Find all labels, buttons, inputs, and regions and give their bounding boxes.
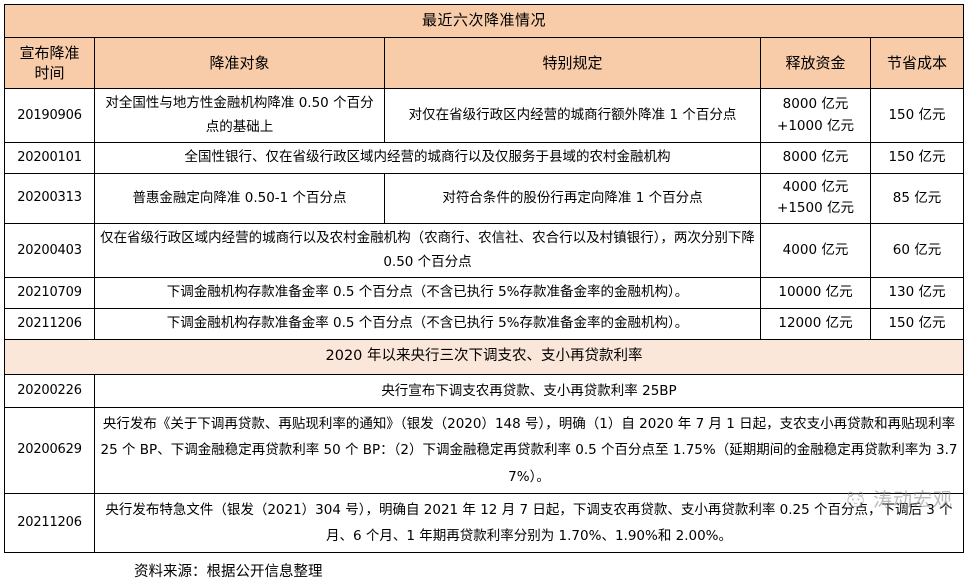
row-saving: 150 亿元 — [869, 87, 965, 144]
row-release: 12000 亿元 — [760, 307, 871, 340]
row-release: 8000 亿元 +1000 亿元 — [760, 87, 871, 144]
row-date: 20211206 — [4, 492, 95, 554]
column-header-target: 降准对象 — [94, 37, 385, 89]
row-release-line2: +1500 亿元 — [777, 200, 854, 217]
row-release: 4000 亿元 — [760, 223, 871, 279]
reserve-cut-table: 最近六次降准情况 宣布降准 时间 降准对象 特别规定 释放资金 节省成本 201… — [3, 4, 965, 554]
row-description: 央行宣布下调支农再贷款、支小再贷款利率 25BP — [93, 373, 965, 408]
table-row: 20210709 下调金融机构存款准备金率 0.5 个百分点（不含已执行 5%存… — [4, 277, 965, 309]
table-row: 20190906 对全国性与地方性金融机构降准 0.50 个百分点的基础上 对仅… — [4, 87, 965, 144]
table-title-row: 最近六次降准情况 — [3, 4, 965, 38]
row-date: 20210709 — [4, 277, 95, 309]
row-saving: 60 亿元 — [869, 223, 965, 279]
table-row: 20200101 全国性银行、仅在省级行政区域内经营的城商行以及仅服务于县域的农… — [4, 142, 965, 174]
column-header-date-line1: 宣布降准 — [19, 43, 80, 62]
row-date: 20211206 — [4, 307, 95, 340]
row-release-line2: +1000 亿元 — [777, 117, 854, 134]
row-release-line1: 4000 亿元 — [782, 178, 849, 195]
row-date: 20200313 — [4, 172, 95, 225]
row-target-special-merged: 仅在省级行政区域内经营的城商行以及农村金融机构（农商行、农信社、农合行以及村镇银… — [94, 223, 761, 279]
column-header-special: 特别规定 — [384, 37, 761, 89]
row-description: 央行发布《关于下调再贷款、再贴现利率的通知》（银发（2020）148 号），明确… — [93, 406, 965, 494]
column-header-date-line2: 时间 — [34, 64, 65, 82]
row-description: 央行发布特急文件（银发（2021）304 号），明确自 2021 年 12 月 … — [93, 492, 965, 554]
table-row: 20211206 下调金融机构存款准备金率 0.5 个百分点（不含已执行 5%存… — [4, 307, 965, 340]
row-saving: 130 亿元 — [869, 277, 965, 309]
table-row: 20200403 仅在省级行政区域内经营的城商行以及农村金融机构（农商行、农信社… — [4, 223, 965, 279]
column-header-date: 宣布降准 时间 — [4, 37, 95, 89]
page-root: 最近六次降准情况 宣布降准 时间 降准对象 特别规定 释放资金 节省成本 201… — [3, 4, 965, 580]
row-date: 20200403 — [4, 223, 95, 279]
row-target-special-merged: 下调金融机构存款准备金率 0.5 个百分点（不含已执行 5%存款准备金率的金融机… — [94, 307, 761, 340]
row-target-special-merged: 下调金融机构存款准备金率 0.5 个百分点（不含已执行 5%存款准备金率的金融机… — [94, 277, 761, 309]
row-release: 10000 亿元 — [760, 277, 871, 309]
section-title: 2020 年以来央行三次下调支农、支小再贷款利率 — [3, 338, 965, 375]
table-row: 20200226 央行宣布下调支农再贷款、支小再贷款利率 25BP — [4, 373, 965, 408]
section-title-row: 2020 年以来央行三次下调支农、支小再贷款利率 — [3, 338, 965, 375]
column-header-saving: 节省成本 — [869, 37, 965, 89]
row-target-special-merged: 全国性银行、仅在省级行政区域内经营的城商行以及仅服务于县域的农村金融机构 — [94, 142, 761, 174]
source-note: 资料来源：根据公开信息整理 — [134, 564, 323, 581]
row-target: 普惠金融定向降准 0.50-1 个百分点 — [94, 172, 385, 225]
row-special: 对符合条件的股份行再定向降准 1 个百分点 — [384, 172, 761, 225]
row-date: 20190906 — [4, 87, 95, 144]
table-row: 20200629 央行发布《关于下调再贷款、再贴现利率的通知》（银发（2020）… — [4, 406, 965, 494]
row-saving: 150 亿元 — [869, 142, 965, 174]
row-release: 8000 亿元 — [760, 142, 871, 174]
table-title: 最近六次降准情况 — [3, 4, 965, 38]
row-date: 20200629 — [4, 406, 95, 494]
row-saving: 150 亿元 — [869, 307, 965, 340]
row-target: 对全国性与地方性金融机构降准 0.50 个百分点的基础上 — [94, 87, 385, 144]
row-special: 对仅在省级行政区内经营的城商行额外降准 1 个百分点 — [384, 87, 761, 144]
row-date: 20200226 — [4, 373, 95, 408]
row-saving: 85 亿元 — [869, 172, 965, 225]
row-date: 20200101 — [4, 142, 95, 174]
column-header-release: 释放资金 — [760, 37, 871, 89]
table-row: 20211206 央行发布特急文件（银发（2021）304 号），明确自 202… — [4, 492, 965, 554]
row-release-line1: 8000 亿元 — [782, 96, 849, 113]
row-release: 4000 亿元 +1500 亿元 — [760, 172, 871, 225]
table-header-row: 宣布降准 时间 降准对象 特别规定 释放资金 节省成本 — [4, 37, 965, 89]
table-row: 20200313 普惠金融定向降准 0.50-1 个百分点 对符合条件的股份行再… — [4, 172, 965, 225]
